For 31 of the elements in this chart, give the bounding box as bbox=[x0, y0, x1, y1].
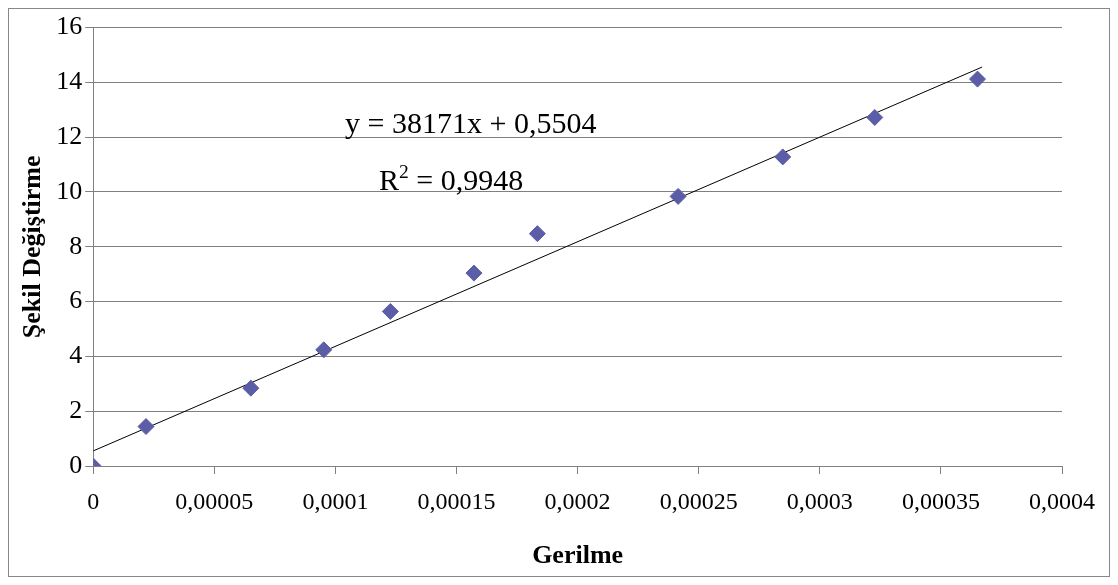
x-tick-label: 0,00005 bbox=[175, 487, 254, 514]
x-tick-label: 0,00035 bbox=[901, 487, 980, 514]
point bbox=[669, 187, 687, 205]
point bbox=[381, 302, 399, 320]
point bbox=[866, 108, 884, 126]
x-tick-label: 0 bbox=[87, 487, 100, 514]
y-axis-title: Şekil Değiştirme bbox=[17, 155, 47, 339]
point bbox=[774, 148, 792, 166]
y-tick-label: 4 bbox=[69, 340, 83, 370]
point bbox=[528, 225, 546, 243]
y-tick-label: 0 bbox=[69, 449, 83, 479]
x-tick-label: 0,00025 bbox=[659, 487, 738, 514]
point bbox=[968, 70, 986, 88]
y-tick-label: 6 bbox=[69, 285, 83, 315]
x-tick-label: 0,0004 bbox=[1029, 487, 1095, 514]
x-tick-label: 0,0002 bbox=[544, 487, 611, 514]
x-axis-title: Gerilme bbox=[532, 540, 624, 570]
y-tick-label: 8 bbox=[69, 230, 83, 260]
y-tick-label: 16 bbox=[56, 11, 83, 41]
point bbox=[465, 264, 483, 282]
point bbox=[315, 341, 333, 359]
point bbox=[242, 379, 260, 397]
y-tick-label: 2 bbox=[69, 395, 83, 425]
x-tick-label: 0,0003 bbox=[786, 487, 853, 514]
y-tick-label: 14 bbox=[56, 66, 83, 96]
y-tick-label: 12 bbox=[56, 121, 83, 151]
annotation: y = 38171x + 0,5504 bbox=[345, 105, 597, 139]
x-tick-label: 0,00015 bbox=[417, 487, 496, 514]
y-tick-label: 10 bbox=[56, 175, 83, 205]
point bbox=[137, 418, 155, 436]
x-tick-label: 0,0001 bbox=[302, 487, 369, 514]
